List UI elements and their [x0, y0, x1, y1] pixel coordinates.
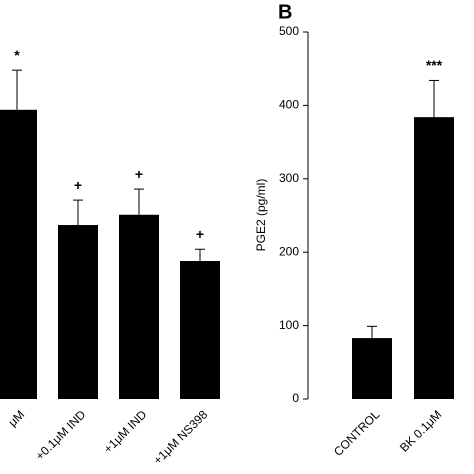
y-tick-label: 100 — [279, 318, 299, 332]
panel-label: B — [278, 1, 292, 23]
error-bar — [367, 325, 377, 339]
bar — [352, 338, 392, 399]
x-tick-label: +1μM IND — [101, 407, 150, 456]
error-bar — [73, 199, 83, 226]
y-tick-label: 500 — [279, 24, 299, 38]
x-tick-label: CONTROL — [331, 407, 383, 459]
bar — [414, 117, 454, 400]
bar — [119, 214, 159, 399]
annotation: + — [196, 226, 204, 242]
y-tick-label: 400 — [279, 98, 299, 112]
x-tick-label: +1μM NS398 — [151, 407, 211, 467]
bar — [180, 261, 220, 399]
y-axis-label: PGE2 (pg/ml) — [254, 179, 268, 252]
bar — [0, 109, 37, 399]
x-tick-label: BK 0.1μM — [397, 407, 444, 454]
x-tick-label: +0.1μM IND — [33, 407, 89, 463]
annotation: * — [14, 47, 20, 63]
y-tick-label: 0 — [292, 391, 299, 405]
y-tick-label: 200 — [279, 244, 299, 258]
annotation: + — [74, 177, 82, 193]
error-bar — [195, 248, 205, 262]
annotation: + — [135, 166, 143, 182]
error-bar — [429, 79, 439, 118]
error-bar — [12, 69, 22, 110]
bar — [58, 225, 98, 399]
y-tick-label: 300 — [279, 171, 299, 185]
error-bar — [134, 188, 144, 215]
annotation: *** — [426, 57, 443, 73]
x-tick-label: μM — [5, 407, 27, 429]
